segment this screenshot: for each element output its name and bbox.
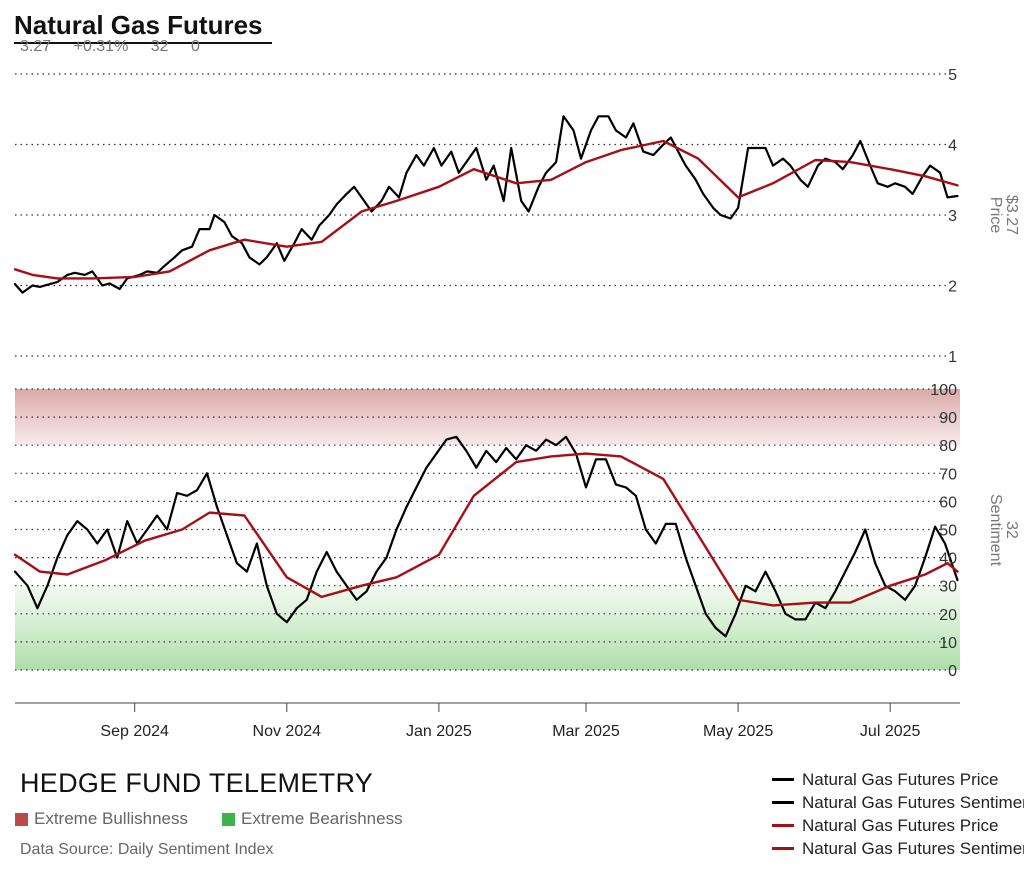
date-tick-label: Nov 2024 [253,723,322,740]
sentiment-axis-tick-label: 30 [939,579,957,596]
date-tick-label: Sep 2024 [100,723,169,740]
price-axis-tick-label: 3 [948,208,957,225]
price-avg-line [13,139,959,280]
sentiment-axis-tick-label: 90 [939,410,957,427]
legend-line [772,847,794,850]
sentiment-axis-tick-label: 60 [939,494,957,511]
legend-entry-sentiment-avg: Natural Gas Futures Sentiment [772,837,1024,860]
bullish-swatch [15,812,28,826]
legend-line [772,824,794,827]
legend-entry-sentiment: Natural Gas Futures Sentiment [772,791,1024,814]
sentiment-axis-title-text: Sentiment [987,494,1004,567]
price-axis-title: Price $3.27 [987,195,1020,235]
sentiment-axis-tick-label: 50 [939,523,957,540]
price-axis-tick-label: 5 [948,67,957,84]
sentiment-axis-title: Sentiment 32 [987,494,1020,567]
legend-bearish: Extreme Bearishness [222,809,403,829]
bearish-label: Extreme Bearishness [241,809,403,828]
sentiment-axis-title-text: 32 [1003,521,1020,539]
title-underline [14,42,272,44]
extreme-bearish-zone [15,585,960,670]
extra-reading: 0 [191,38,200,55]
change-percent: +0.31% [73,38,129,55]
sentiment-axis-tick-label: 80 [939,438,957,455]
brand-label: HEDGE FUND TELEMETRY [20,768,374,798]
price-axis-title-text: $3.27 [1003,195,1020,235]
sentiment-axis-tick-label: 0 [948,663,957,680]
price-axis-tick-label: 4 [948,138,957,155]
price-axis-tick-label: 2 [948,279,957,296]
legend-entry-price-avg: Natural Gas Futures Price [772,814,1024,837]
bullish-label: Extreme Bullishness [34,809,189,828]
sentiment-reading: 32 [150,38,169,55]
chart-title: Natural Gas Futures [14,10,263,40]
sentiment-avg-line [13,452,959,607]
legend-line [772,778,794,781]
header-stats: 3.27 +0.31% 32 0 [20,38,218,56]
last-price: 3.27 [20,38,52,55]
price-axis-tick-label: 1 [948,349,957,366]
price-axis-title-text: Price [987,197,1004,234]
legend-bullish: Extreme Bullishness [15,809,188,829]
date-tick-label: Jul 2025 [860,723,921,740]
price-raw-line [13,115,959,294]
legend-label: Natural Gas Futures Price [802,769,999,789]
bearish-swatch [222,812,235,826]
data-source: Data Source: Daily Sentiment Index [20,841,274,858]
legend-label: Natural Gas Futures Sentiment [802,838,1024,858]
sentiment-raw-line [13,435,959,638]
legend-line [772,801,794,804]
sentiment-axis-tick-label: 100 [930,382,957,399]
date-tick-label: May 2025 [703,723,773,740]
sentiment-axis-tick-label: 40 [939,551,957,568]
date-tick-label: Jan 2025 [406,723,472,740]
legend-label: Natural Gas Futures Price [802,815,999,835]
legend-entry-price: Natural Gas Futures Price [772,768,1024,791]
sentiment-axis-tick-label: 20 [939,607,957,624]
sentiment-axis-tick-label: 70 [939,466,957,483]
sentiment-axis-tick-label: 10 [939,635,957,652]
series-layer [13,115,959,638]
legend-label: Natural Gas Futures Sentiment [802,792,1024,812]
date-tick-label: Mar 2025 [552,723,620,740]
series-legend: Natural Gas Futures Price Natural Gas Fu… [772,768,1024,860]
